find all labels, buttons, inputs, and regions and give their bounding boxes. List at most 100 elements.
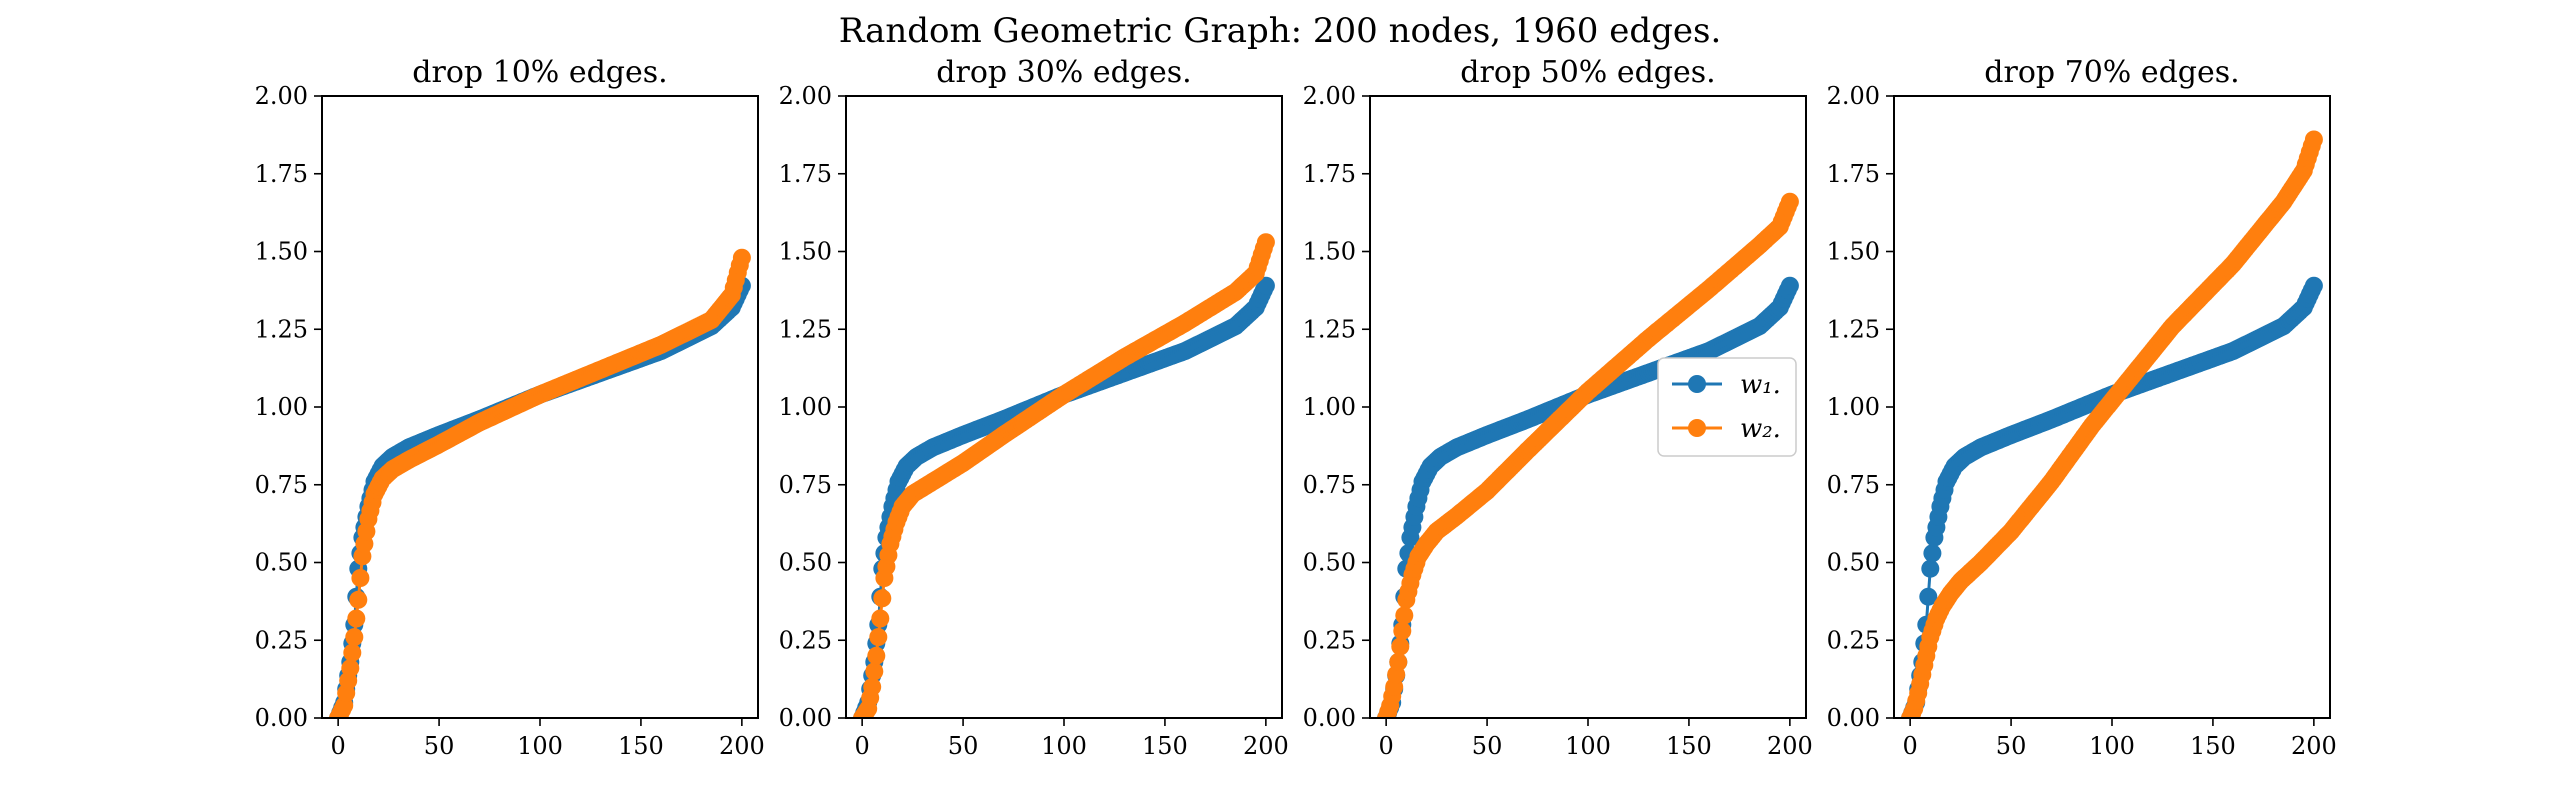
data-point (863, 677, 882, 696)
data-point (345, 628, 364, 647)
data-point (1919, 587, 1938, 606)
x-tick-label: 200 (1767, 732, 1813, 760)
series-w1 (1901, 276, 2323, 718)
data-point (343, 643, 362, 662)
y-tick-label: 1.75 (779, 160, 832, 188)
figure-title: Random Geometric Graph: 200 nodes, 1960 … (839, 11, 1722, 51)
series-w1 (329, 276, 751, 718)
data-point (1256, 233, 1275, 252)
y-tick-label: 1.75 (1303, 160, 1356, 188)
y-tick-label: 1.00 (779, 393, 832, 421)
subplot-2: drop 30% edges. 0.00 0.25 0.50 0.75 1.00 1.25 1… (779, 55, 1289, 760)
data-point (2304, 276, 2323, 295)
data-point (732, 248, 751, 267)
y-tick-label: 0.50 (1303, 549, 1356, 577)
y-tick-label: 1.50 (255, 238, 308, 266)
data-point (867, 646, 886, 665)
subplot-title: drop 70% edges. (1984, 55, 2239, 90)
y-tick-label: 1.25 (779, 315, 832, 343)
series-w2 (1901, 130, 2323, 718)
y-tick-label: 1.50 (1827, 238, 1880, 266)
x-tick-label: 50 (424, 732, 455, 760)
data-point (1780, 192, 1799, 211)
y-tick-label: 1.00 (1303, 393, 1356, 421)
series-w1 (1377, 276, 1799, 718)
y-tick-label: 2.00 (255, 82, 308, 110)
y-tick-label: 2.00 (1303, 82, 1356, 110)
x-tick-label: 0 (331, 732, 346, 760)
y-tick-label: 1.00 (1827, 393, 1880, 421)
data-point (1391, 637, 1410, 656)
x-tick-label: 100 (517, 732, 563, 760)
subplot-4: drop 70% edges. 0.00 0.25 0.50 0.75 1.00 1.25 1… (1827, 55, 2337, 760)
y-tick-label: 0.75 (255, 471, 308, 499)
subplot-title: drop 50% edges. (1460, 55, 1715, 90)
data-point (1921, 559, 1940, 578)
y-tick-label: 0.25 (779, 626, 832, 654)
x-tick-label: 100 (2089, 732, 2135, 760)
x-tick-label: 50 (1472, 732, 1503, 760)
data-point (347, 609, 366, 628)
x-tick-label: 200 (719, 732, 765, 760)
y-tick-label: 1.25 (1303, 315, 1356, 343)
data-point (1393, 621, 1412, 640)
data-point (2304, 130, 2323, 149)
x-tick-label: 100 (1041, 732, 1087, 760)
data-point (869, 628, 888, 647)
y-tick-label: 0.75 (1303, 471, 1356, 499)
axes-frame (321, 95, 759, 719)
y-tick-label: 1.75 (1827, 160, 1880, 188)
subplot-1: drop 10% edges. 0.00 0.25 0.50 0.75 1.00 1.25 1… (255, 55, 765, 760)
subplot-title: drop 10% edges. (412, 55, 667, 90)
y-tick-label: 1.75 (255, 160, 308, 188)
y-tick-label: 0.00 (779, 704, 832, 732)
x-tick-label: 0 (855, 732, 870, 760)
y-tick-label: 0.50 (779, 549, 832, 577)
y-tick-label: 1.00 (255, 393, 308, 421)
data-point (1923, 544, 1942, 563)
y-tick-label: 1.25 (255, 315, 308, 343)
legend-label-w1: w₁. (1740, 370, 1781, 400)
x-tick-label: 150 (2190, 732, 2236, 760)
legend-label-w2: w₂. (1740, 414, 1781, 444)
y-tick-label: 0.25 (1827, 626, 1880, 654)
y-tick-label: 2.00 (779, 82, 832, 110)
x-tick-label: 200 (1243, 732, 1289, 760)
legend: w₁. w₂. (1657, 357, 1797, 457)
y-tick-label: 2.00 (1827, 82, 1880, 110)
y-tick-label: 0.00 (255, 704, 308, 732)
data-point (873, 589, 892, 608)
series-w2 (853, 233, 1275, 718)
data-point (1395, 606, 1414, 625)
subplot-title: drop 30% edges. (936, 55, 1191, 90)
y-tick-label: 0.50 (1827, 549, 1880, 577)
x-tick-label: 150 (1142, 732, 1188, 760)
axes-frame (845, 95, 1283, 719)
y-tick-label: 1.25 (1827, 315, 1880, 343)
x-tick-label: 0 (1379, 732, 1394, 760)
x-tick-label: 50 (1996, 732, 2027, 760)
subplot-grid: drop 10% edges. 0.00 0.25 0.50 0.75 1.00 1.25 1… (255, 55, 2337, 760)
series-w2 (329, 248, 751, 718)
subplot-3: drop 50% edges. 0.00 0.25 0.50 0.75 1.00 1.25 1… (1303, 55, 1813, 760)
x-tick-label: 100 (1565, 732, 1611, 760)
y-tick-label: 0.00 (1827, 704, 1880, 732)
data-point (865, 662, 884, 681)
data-point (341, 659, 360, 678)
data-point (1780, 276, 1799, 295)
y-tick-label: 0.75 (1827, 471, 1880, 499)
data-point (871, 609, 890, 628)
x-tick-label: 200 (2291, 732, 2337, 760)
data-point (349, 590, 368, 609)
y-tick-label: 0.50 (255, 549, 308, 577)
data-point (1256, 276, 1275, 295)
x-tick-label: 0 (1903, 732, 1918, 760)
y-tick-label: 0.25 (1303, 626, 1356, 654)
x-tick-label: 50 (948, 732, 979, 760)
x-tick-label: 150 (618, 732, 664, 760)
data-point (1389, 653, 1408, 671)
y-tick-label: 1.50 (779, 238, 832, 266)
legend-marker-w2 (1688, 419, 1706, 437)
y-tick-label: 1.50 (1303, 238, 1356, 266)
